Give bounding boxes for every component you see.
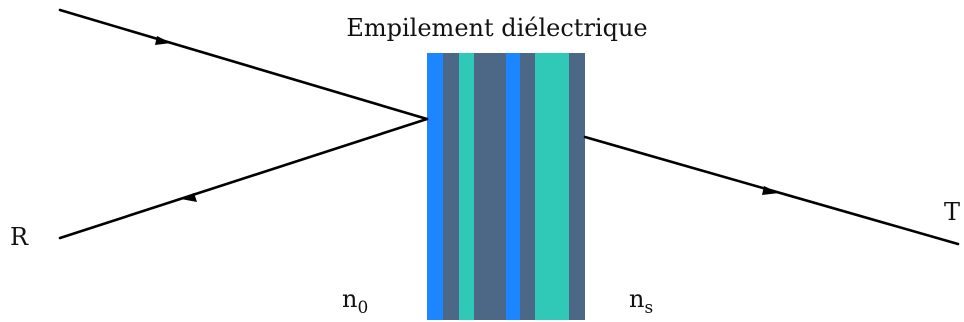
label-r: R bbox=[10, 223, 29, 251]
layer-8 bbox=[569, 53, 585, 320]
layer-6 bbox=[520, 53, 535, 320]
layer-1 bbox=[427, 53, 443, 320]
layer-7 bbox=[535, 53, 569, 320]
incident-ray bbox=[58, 8, 429, 121]
reflected-arrow bbox=[181, 193, 197, 202]
layer-5 bbox=[506, 53, 520, 320]
dielectric-stack bbox=[427, 53, 585, 320]
label-t: T bbox=[944, 198, 960, 226]
layer-2 bbox=[443, 53, 459, 320]
label-ns-sub: s bbox=[644, 298, 653, 318]
label-n0-base: n bbox=[342, 285, 357, 313]
label-n0-sub: 0 bbox=[357, 298, 368, 318]
incident-arrow bbox=[155, 36, 171, 45]
label-n0: n0 bbox=[342, 285, 368, 318]
layer-4 bbox=[474, 53, 506, 320]
label-ns-base: n bbox=[629, 285, 644, 313]
reflected-ray bbox=[58, 117, 429, 240]
stack-title: Empilement diélectrique bbox=[346, 14, 647, 42]
label-ns: ns bbox=[629, 285, 653, 318]
layer-3 bbox=[459, 53, 474, 320]
transmitted-arrow bbox=[762, 186, 779, 195]
